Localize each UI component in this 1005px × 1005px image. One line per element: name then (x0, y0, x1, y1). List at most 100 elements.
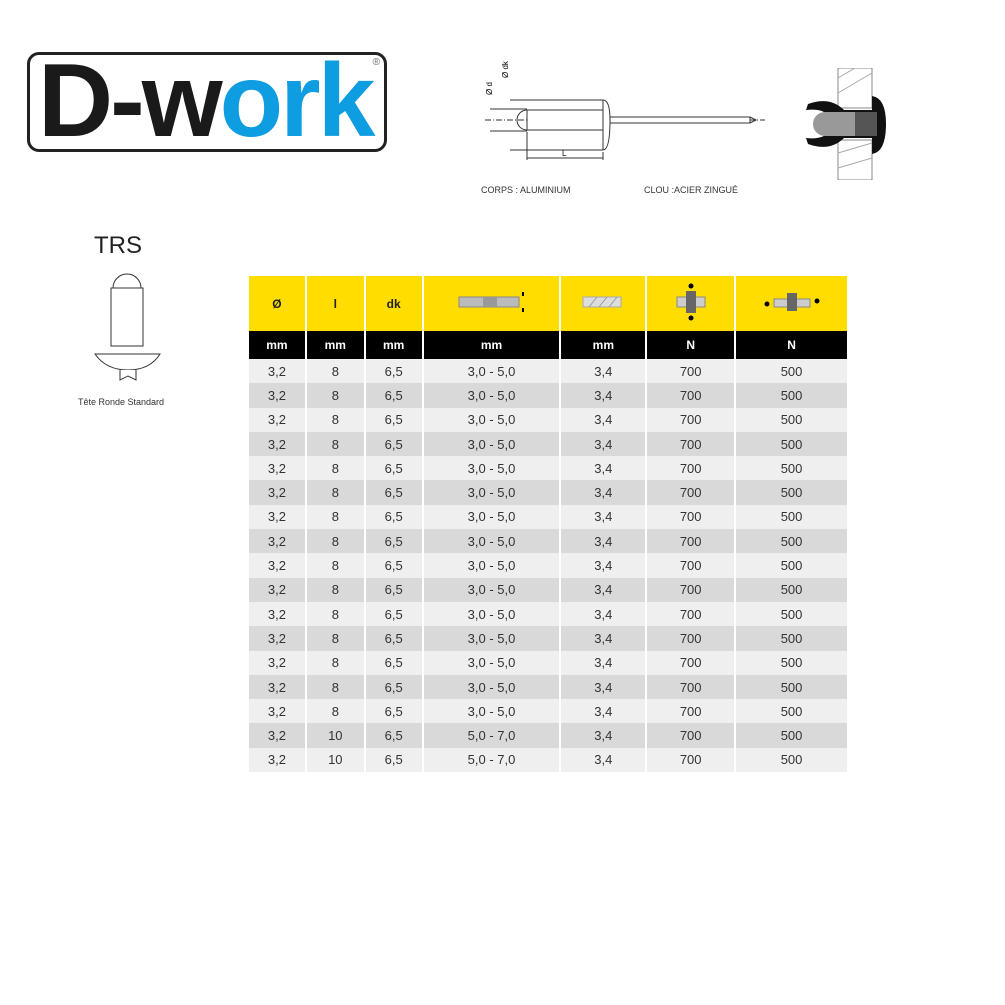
table-cell: 500 (735, 674, 849, 700)
table-cell: 6,5 (364, 699, 424, 724)
unit-cell: mm (364, 331, 424, 359)
table-cell: 8 (305, 480, 366, 505)
table-cell: 3,4 (560, 723, 648, 748)
table-cell: 700 (646, 359, 737, 384)
table-cell: 700 (646, 674, 737, 700)
brand-logo: D-work ® (27, 43, 387, 159)
table-cell: 700 (646, 480, 737, 505)
table-cell: 3,2 (249, 650, 307, 675)
mandrel-material: CLOU :ACIER ZINGUÉ (644, 185, 739, 195)
table-cell: 3,0 - 5,0 (422, 407, 562, 432)
drill-hole-icon (560, 276, 648, 331)
table-cell: 6,5 (364, 407, 424, 432)
table-cell: 700 (646, 383, 737, 408)
table-cell: 500 (735, 723, 849, 748)
table-cell: 700 (646, 456, 737, 481)
header-length: l (305, 276, 366, 331)
table-cell: 500 (735, 480, 849, 505)
table-cell: 6,5 (364, 431, 424, 457)
table-cell: 3,0 - 5,0 (422, 359, 562, 384)
unit-cell: N (646, 331, 737, 359)
logo-text-dark: D-w (38, 43, 223, 159)
table-cell: 3,2 (249, 553, 307, 578)
table-cell: 500 (735, 431, 849, 457)
table-cell: 3,2 (249, 626, 307, 651)
table-cell: 6,5 (364, 553, 424, 578)
table-cell: 6,5 (364, 359, 424, 384)
table-cell: 8 (305, 359, 366, 384)
table-cell: 3,4 (560, 553, 648, 578)
table-cell: 5,0 - 7,0 (422, 747, 562, 773)
table-cell: 500 (735, 601, 849, 627)
table-cell: 3,2 (249, 383, 307, 408)
table-cell: 8 (305, 626, 366, 651)
table-row: 3,2 8 6,5 3,0 - 5,0 3,4 700 500 (249, 480, 849, 505)
table-cell: 8 (305, 431, 366, 457)
table-cell: 3,0 - 5,0 (422, 456, 562, 481)
table-cell: 500 (735, 577, 849, 602)
table-cell: 6,5 (364, 626, 424, 651)
table-cell: 700 (646, 529, 737, 554)
table-cell: 8 (305, 650, 366, 675)
table-cell: 8 (305, 383, 366, 408)
table-cell: 3,0 - 5,0 (422, 431, 562, 457)
shear-force-icon (646, 276, 737, 331)
table-row: 3,2 8 6,5 3,0 - 5,0 3,4 700 500 (249, 359, 849, 384)
table-cell: 10 (305, 723, 366, 748)
table-row: 3,2 8 6,5 3,0 - 5,0 3,4 700 500 (249, 650, 849, 675)
table-cell: 3,4 (560, 529, 648, 554)
table-cell: 500 (735, 553, 849, 578)
table-cell: 8 (305, 699, 366, 724)
table-cell: 3,2 (249, 723, 307, 748)
table-cell: 3,4 (560, 504, 648, 530)
table-cell: 3,0 - 5,0 (422, 674, 562, 700)
table-cell: 3,2 (249, 674, 307, 700)
table-cell: 3,2 (249, 456, 307, 481)
table-cell: 3,0 - 5,0 (422, 529, 562, 554)
table-cell: 6,5 (364, 529, 424, 554)
table-cell: 3,4 (560, 699, 648, 724)
table-cell: 3,2 (249, 699, 307, 724)
table-cell: 6,5 (364, 747, 424, 773)
table-row: 3,2 8 6,5 3,0 - 5,0 3,4 700 500 (249, 601, 849, 627)
table-row: 3,2 8 6,5 3,0 - 5,0 3,4 700 500 (249, 626, 849, 651)
table-cell: 700 (646, 553, 737, 578)
table-cell: 700 (646, 626, 737, 651)
label-d: Ø d (485, 82, 494, 95)
rivet-dimension-diagram: Ø d Ø dk L (485, 60, 765, 160)
table-cell: 3,0 - 5,0 (422, 601, 562, 627)
table-cell: 6,5 (364, 504, 424, 530)
table-cell: 6,5 (364, 723, 424, 748)
table-row: 3,2 10 6,5 5,0 - 7,0 3,4 700 500 (249, 747, 849, 773)
table-cell: 700 (646, 431, 737, 457)
table-cell: 3,4 (560, 747, 648, 773)
table-row: 3,2 8 6,5 3,0 - 5,0 3,4 700 500 (249, 431, 849, 457)
table-cell: 3,4 (560, 407, 648, 432)
table-cell: 500 (735, 456, 849, 481)
label-length: L (562, 149, 567, 158)
table-cell: 500 (735, 747, 849, 773)
table-cell: 3,0 - 5,0 (422, 626, 562, 651)
table-cell: 3,0 - 5,0 (422, 553, 562, 578)
table-cell: 3,4 (560, 650, 648, 675)
table-cell: 500 (735, 407, 849, 432)
table-cell: 500 (735, 359, 849, 384)
table-cell: 3,2 (249, 407, 307, 432)
table-cell: 3,2 (249, 504, 307, 530)
table-row: 3,2 8 6,5 3,0 - 5,0 3,4 700 500 (249, 456, 849, 481)
table-cell: 3,4 (560, 431, 648, 457)
table-cell: 5,0 - 7,0 (422, 723, 562, 748)
table-cell: 8 (305, 601, 366, 627)
table-cell: 3,2 (249, 431, 307, 457)
table-row: 3,2 8 6,5 3,0 - 5,0 3,4 700 500 (249, 383, 849, 408)
table-cell: 500 (735, 626, 849, 651)
table-cell: 8 (305, 407, 366, 432)
table-row: 3,2 8 6,5 3,0 - 5,0 3,4 700 500 (249, 674, 849, 700)
table-row: 3,2 8 6,5 3,0 - 5,0 3,4 700 500 (249, 577, 849, 602)
round-head-rivet-icon (94, 273, 161, 381)
table-cell: 8 (305, 504, 366, 530)
table-cell: 3,4 (560, 383, 648, 408)
table-cell: 8 (305, 553, 366, 578)
table-cell: 6,5 (364, 674, 424, 700)
table-cell: 700 (646, 407, 737, 432)
